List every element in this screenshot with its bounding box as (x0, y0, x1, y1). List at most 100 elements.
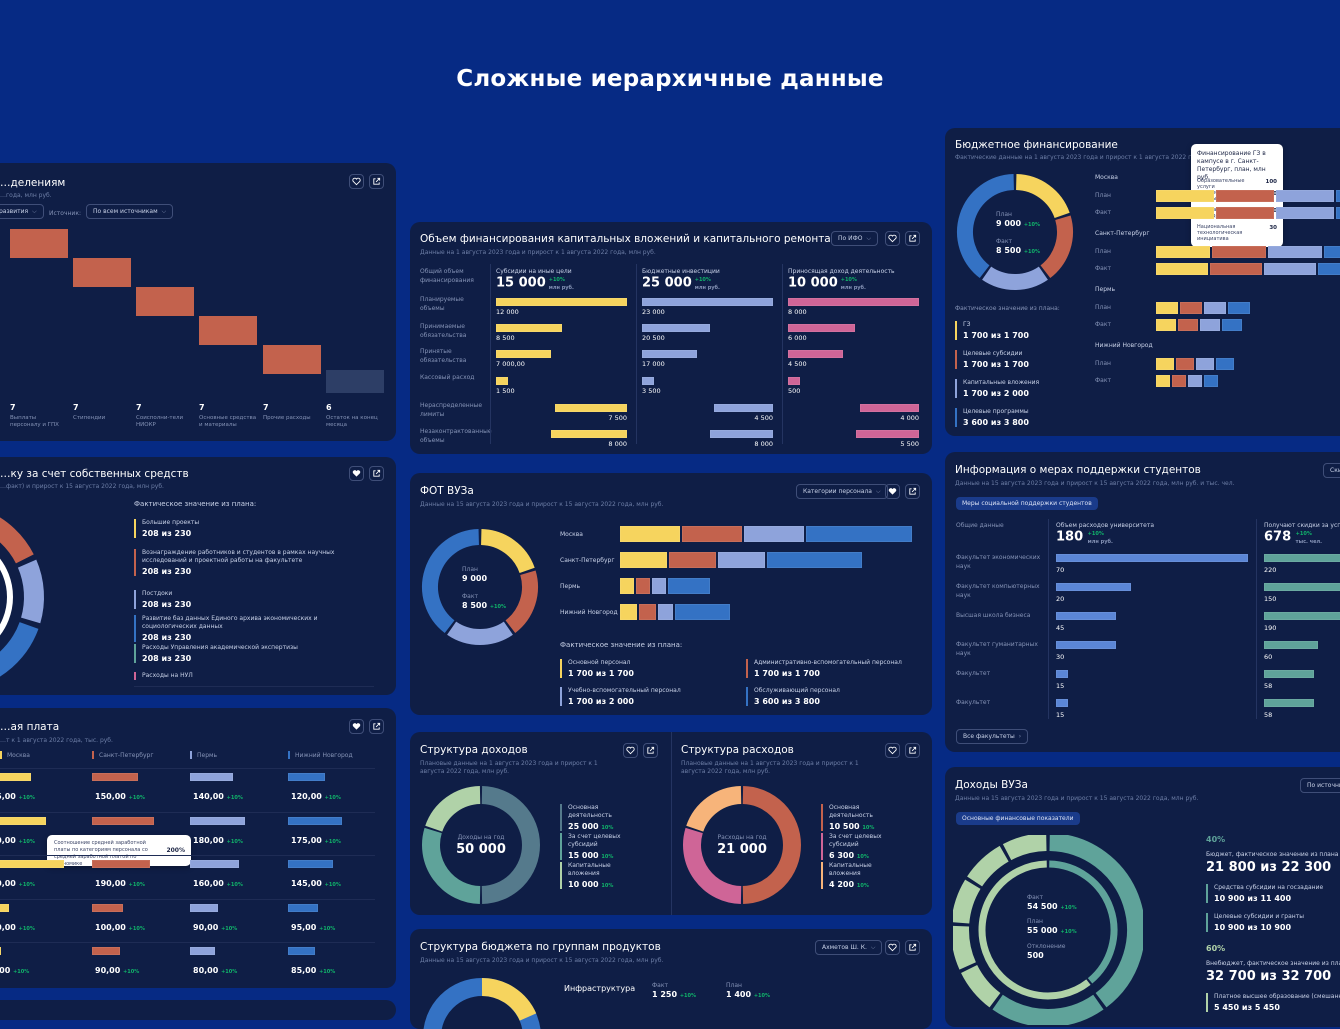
fot-card: ФОТ ВУЗа Данные на 15 августа 2023 года … (410, 473, 932, 715)
legend-value: 3 600 из 3 800 (754, 697, 820, 706)
open-external-button[interactable] (905, 940, 920, 955)
funding-segment (1156, 246, 1210, 258)
open-external-button[interactable] (905, 231, 920, 246)
capex-bar (642, 350, 698, 358)
open-external-button[interactable] (369, 466, 384, 481)
favorite-button[interactable] (885, 940, 900, 955)
donut-segment (481, 977, 537, 1022)
salary-bar (190, 816, 245, 825)
city-label: Санкт-Петербург (560, 557, 615, 564)
faculty-label: Факультет экономических наук (956, 554, 1041, 570)
budget-funding-card: Бюджетное финансирование Фактические дан… (945, 128, 1340, 436)
step-label: Остаток на конец месяца (326, 415, 378, 428)
salary-delta: +10% (324, 838, 341, 845)
funding-segment (1172, 375, 1186, 387)
discount-select-value: Ски… (1330, 467, 1340, 474)
discount-select[interactable]: Ски… (1323, 463, 1340, 478)
card-subtitle: Данные на 15 августа 2023 года и прирост… (420, 501, 664, 508)
favorite-button[interactable] (885, 484, 900, 499)
salary-number: 95,00 (0, 966, 11, 975)
favorite-button[interactable] (349, 174, 364, 189)
column-total: 25 000 +10% млн руб. (642, 275, 720, 291)
column-divider (782, 264, 783, 444)
legend-value: 1 700 из 2 000 (963, 389, 1029, 398)
open-external-button[interactable] (905, 484, 920, 499)
waterfall-expense-bar (136, 287, 194, 316)
salary-delta: +10% (221, 969, 238, 975)
salary-number: 145,00 (291, 879, 322, 888)
ifo-select-value: По ИФО (838, 235, 863, 242)
salary-value: 90,00 +10% (193, 923, 237, 932)
financial-indicators-tab[interactable]: Основные финансовые показатели (956, 812, 1080, 825)
step-value: 7 (73, 403, 79, 412)
open-external-button[interactable] (643, 743, 658, 758)
source-select[interactable]: По всем источникам ⌵ (86, 204, 174, 219)
value-delta: 10% (601, 825, 614, 831)
funding-segment (1156, 207, 1214, 219)
salary-delta: +10% (18, 882, 35, 888)
card-title: …делениям (0, 177, 66, 189)
expense-center-label: Расходы на год (717, 834, 767, 841)
staff-category-select[interactable]: Категории персонала ⌵ (796, 484, 888, 499)
legend-value: 6 300 10% (829, 851, 901, 860)
legend-label: Обслуживающий персонал (754, 687, 840, 694)
plan-label: План (996, 211, 1012, 218)
salary-delta: +10% (319, 925, 336, 932)
favorite-button[interactable] (623, 743, 638, 758)
value-delta: 10% (856, 854, 869, 860)
chevron-down-icon: ⌵ (32, 207, 37, 215)
plan-value: 9 000 (462, 574, 488, 583)
income-title: Структура доходов (420, 744, 528, 756)
capex-value: 500 (788, 387, 801, 395)
salary-value: 290,00 +10% (0, 879, 35, 888)
city-label: Пермь (560, 583, 581, 590)
col2-delta: +10% (1295, 531, 1312, 537)
legend-item: Развитие баз данных Единого архива эконо… (134, 615, 374, 642)
salary-number: 120,00 (0, 922, 16, 932)
capex-value: 4 000 (900, 414, 919, 422)
all-faculties-button[interactable]: Все факультеты › (956, 729, 1029, 744)
open-external-button[interactable] (369, 719, 384, 734)
funding-segment (1156, 375, 1170, 387)
plan-number: 9 000 (996, 219, 1022, 228)
favorite-button[interactable] (349, 719, 364, 734)
column-total: 10 000 +10% млн руб. (788, 275, 866, 291)
salary-number: 100,00 (95, 922, 126, 932)
item-value: 5 450 из 5 450 (1214, 1003, 1280, 1012)
legend-value: 208 из 230 (142, 654, 192, 663)
fot-segment (620, 578, 634, 594)
capex-bar (642, 298, 773, 306)
filter-select[interactable]: …развития⌵ (0, 204, 44, 219)
discount-bar (1264, 583, 1340, 591)
donut-segment (480, 529, 535, 574)
tooltip-row-label: Национальная технологическая инициатива (1197, 224, 1243, 242)
source-select[interactable]: По источник… (1300, 778, 1340, 793)
salary-number: 290,00 (0, 879, 16, 888)
open-external-button[interactable] (905, 743, 920, 758)
legend-label: Постдоки (142, 590, 173, 597)
value-number: 6 300 (829, 851, 855, 860)
divider (671, 732, 672, 915)
legend-item: Постдоки 208 из 230 (134, 590, 374, 609)
favorite-button[interactable] (885, 743, 900, 758)
row-label: Планируемые объемы (420, 296, 464, 312)
legend-value: 10 500 10% (829, 822, 901, 831)
legend-item: Целевые субсидии 1 700 из 1 700 (955, 350, 1029, 369)
ifo-select[interactable]: По ИФО ⌵ (831, 231, 879, 246)
owner-select[interactable]: Ахметов Ш. К. ⌵ (815, 940, 883, 955)
donut-segment (1040, 215, 1073, 279)
general-data-label: Общие данные (956, 522, 1004, 529)
item-label: Платное высшее образование (смешанные и… (1214, 993, 1340, 1000)
city-label: Москва (1095, 174, 1118, 181)
card-subtitle: Данные на 1 августа 2023 года и прирост … (420, 249, 656, 256)
capex-bar (714, 404, 773, 412)
donut-segment (505, 570, 538, 634)
favorite-button[interactable] (885, 231, 900, 246)
budget-item: Средства субсидии на госзадание 10 900 из… (1206, 884, 1323, 903)
open-external-button[interactable] (369, 174, 384, 189)
plan-number: 1 400 (726, 990, 752, 999)
favorite-button[interactable] (349, 466, 364, 481)
funding-segment (1180, 302, 1202, 314)
card-title: Доходы ВУЗа (955, 779, 1028, 791)
support-measures-tab[interactable]: Меры социальной поддержки студентов (956, 497, 1098, 510)
